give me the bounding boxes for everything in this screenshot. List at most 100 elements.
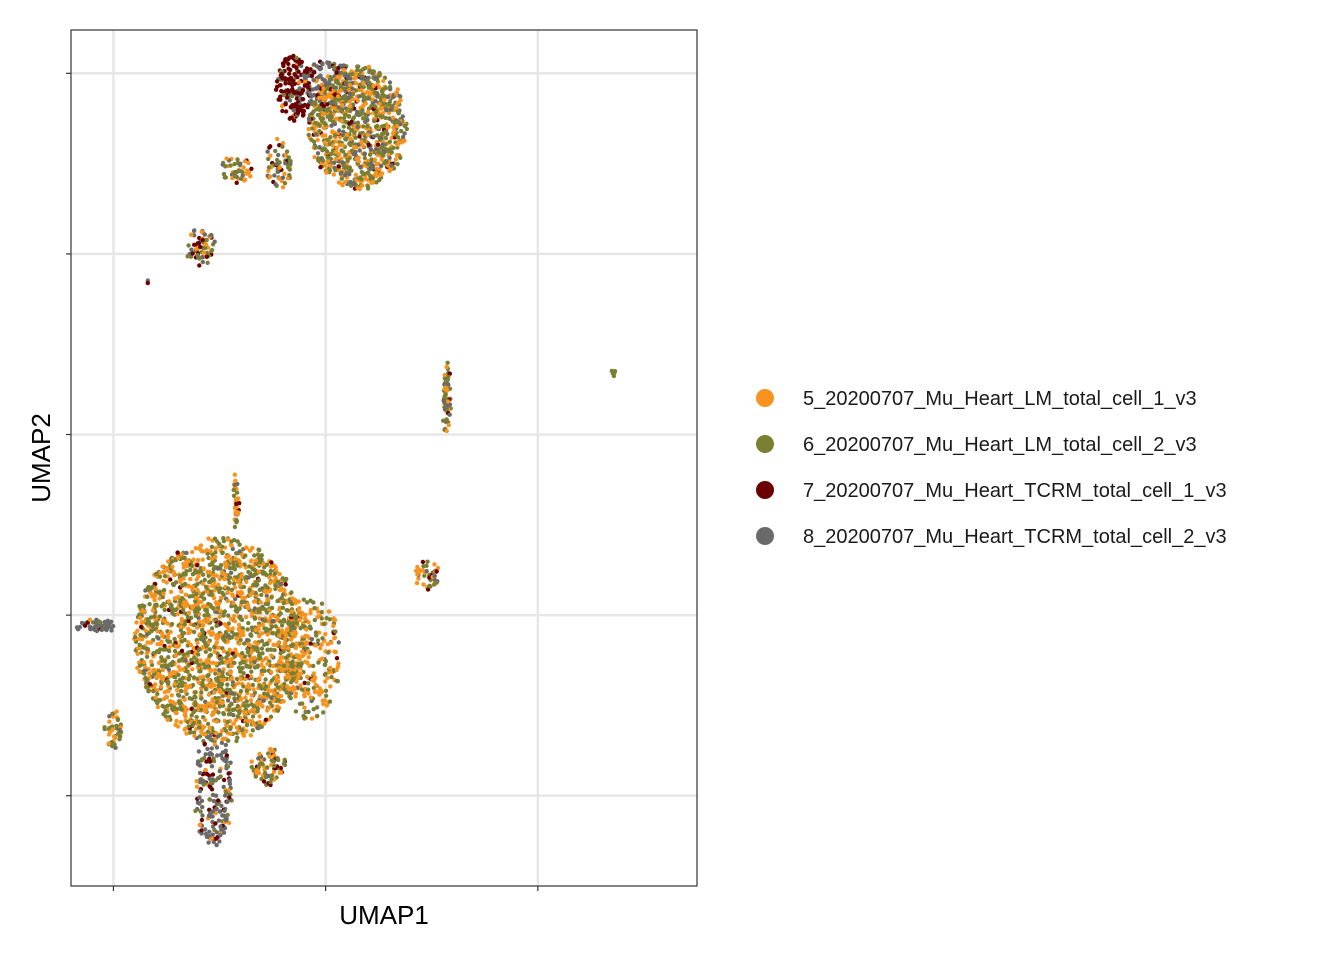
scatter-point [282, 619, 287, 624]
scatter-point [203, 686, 209, 692]
scatter-point [316, 660, 321, 665]
scatter-point [334, 656, 340, 661]
scatter-point [232, 619, 238, 624]
scatter-point [322, 621, 327, 627]
scatter-point [394, 153, 400, 158]
scatter-point [232, 585, 238, 590]
scatter-point [233, 478, 238, 483]
scatter-point [137, 642, 142, 647]
scatter-point [269, 560, 274, 565]
scatter-point [279, 72, 284, 77]
scatter-point [325, 158, 331, 164]
scatter-point [225, 812, 230, 818]
scatter-point [189, 604, 195, 609]
scatter-point [155, 641, 160, 647]
scatter-point [369, 180, 374, 185]
scatter-point [200, 680, 205, 685]
scatter-point [442, 407, 448, 412]
scatter-point [331, 119, 336, 125]
scatter-point [328, 151, 334, 157]
scatter-point [156, 660, 162, 666]
scatter-point [279, 88, 284, 94]
scatter-point [245, 627, 250, 632]
scatter-point [226, 738, 231, 743]
scatter-point [178, 624, 184, 629]
scatter-point [243, 614, 249, 620]
scatter-point [162, 573, 168, 579]
scatter-point [223, 818, 229, 823]
scatter-point [248, 174, 253, 179]
scatter-point [149, 662, 155, 668]
scatter-point [166, 667, 171, 672]
scatter-point [217, 671, 222, 677]
scatter-point [355, 120, 361, 125]
scatter-point [149, 640, 154, 645]
scatter-point [346, 125, 351, 130]
legend-key-1 [756, 389, 774, 407]
scatter-point [267, 754, 272, 759]
scatter-point [216, 710, 221, 715]
scatter-point [322, 662, 327, 667]
scatter-point [294, 96, 300, 101]
scatter-point [328, 75, 334, 80]
scatter-point [238, 582, 243, 588]
scatter-point [266, 168, 271, 173]
scatter-point [202, 577, 207, 583]
scatter-point [245, 168, 250, 173]
scatter-point [157, 574, 163, 579]
scatter-point [177, 658, 182, 663]
scatter-point [352, 130, 357, 135]
scatter-point [332, 636, 337, 641]
scatter-point [249, 633, 254, 638]
scatter-point [190, 549, 195, 555]
scatter-point [198, 244, 203, 250]
scatter-point [212, 645, 217, 650]
scatter-point [216, 582, 221, 587]
scatter-point [368, 173, 373, 179]
scatter-point [284, 675, 290, 680]
scatter-point [260, 651, 265, 656]
scatter-point [375, 133, 380, 138]
scatter-point [347, 121, 352, 126]
scatter-point [161, 712, 166, 717]
scatter-point [161, 578, 166, 583]
scatter-point [350, 72, 355, 77]
scatter-point [171, 582, 176, 588]
scatter-point [206, 555, 211, 561]
scatter-point [193, 690, 198, 695]
scatter-point [207, 653, 212, 658]
scatter-point [317, 67, 323, 72]
scatter-point [210, 562, 215, 567]
scatter-point [203, 607, 208, 613]
scatter-point [183, 683, 188, 688]
scatter-point [289, 590, 294, 595]
scatter-point [232, 174, 238, 179]
scatter-point [215, 566, 221, 571]
scatter-point [445, 399, 451, 404]
legend-key-2 [756, 435, 774, 453]
scatter-point [224, 156, 229, 161]
scatter-point [232, 613, 237, 619]
scatter-point [302, 659, 308, 664]
scatter-point [187, 696, 192, 701]
scatter-point [105, 624, 110, 629]
scatter-point [214, 623, 219, 628]
scatter-point [204, 254, 210, 259]
scatter-point [196, 749, 202, 754]
scatter-point [224, 562, 229, 567]
scatter-point [213, 661, 219, 666]
scatter-point [339, 103, 345, 108]
scatter-point [258, 655, 263, 660]
scatter-point [167, 648, 172, 654]
scatter-point [233, 497, 239, 502]
scatter-point [244, 728, 249, 734]
scatter-point [348, 136, 353, 141]
scatter-point [353, 172, 359, 178]
scatter-point [160, 564, 165, 569]
scatter-point [207, 797, 212, 802]
scatter-point [226, 586, 231, 591]
scatter-point [382, 160, 387, 165]
scatter-point [251, 721, 256, 727]
scatter-point [244, 545, 249, 550]
scatter-point [290, 659, 295, 664]
